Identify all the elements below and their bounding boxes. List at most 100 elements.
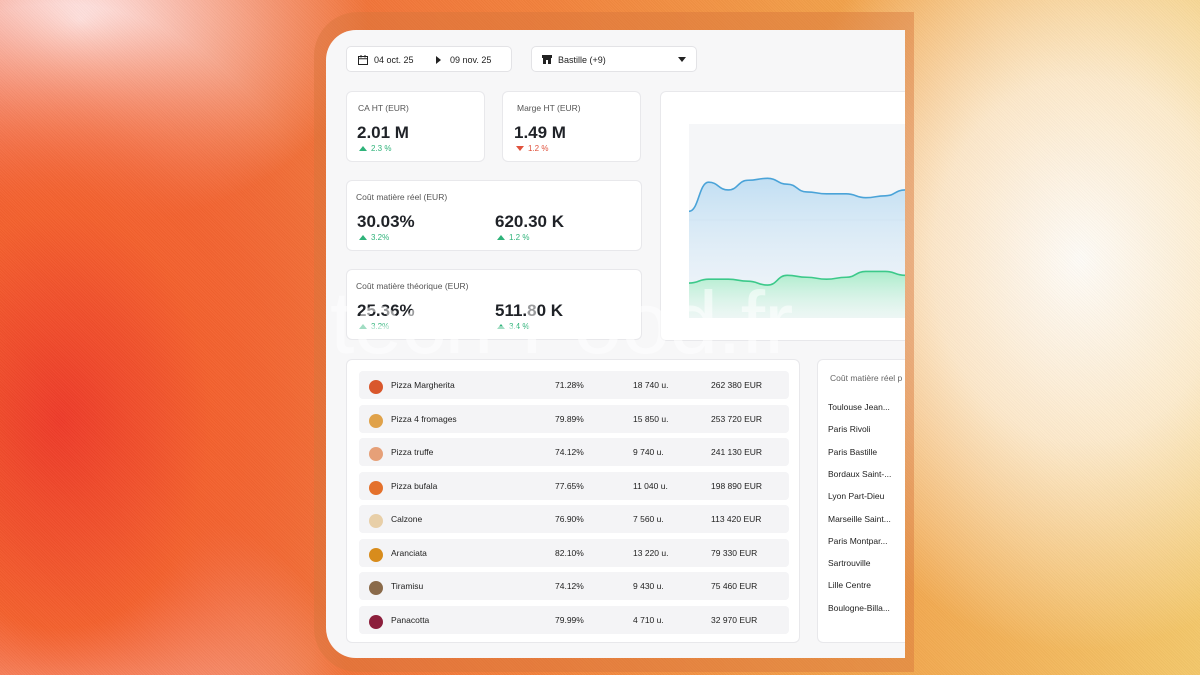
kpi-delta: 1.2 % (516, 144, 548, 153)
product-revenue: 253 720 EUR (711, 413, 763, 424)
product-name: Tiramisu (391, 581, 424, 591)
trend-up-icon (359, 324, 367, 329)
table-row[interactable]: Pizza bufala 77.65% 11 040 u. 198 890 EUR (359, 471, 789, 500)
date-start: 04 oct. 25 (374, 55, 414, 65)
product-pct: 79.99% (555, 614, 584, 625)
trend-chart-card (660, 91, 905, 341)
location-label: Bastille (+9) (558, 55, 606, 65)
site-item[interactable]: Toulouse Jean... (828, 402, 890, 412)
kpi-delta-value: 2.3 % (371, 144, 392, 153)
kpi-value: 2.01 M (357, 123, 409, 142)
product-name: Panacotta (391, 614, 430, 625)
store-icon (542, 55, 552, 64)
trend-up-icon (497, 235, 505, 240)
kpi-card-cout-reel: Coût matière réel (EUR) 30.03% 3.2% 620.… (346, 180, 642, 251)
site-item[interactable]: Paris Bastille (828, 446, 878, 457)
product-thumbnail-icon (369, 614, 383, 629)
trend-up-icon (497, 324, 505, 329)
kpi-delta: 2.3 % (359, 144, 391, 153)
chart-area-series-2 (689, 271, 905, 318)
site-item[interactable]: Lille Centre (828, 580, 871, 591)
chevron-down-icon (678, 57, 686, 62)
table-row[interactable]: Calzone 76.90% 7 560 u. 113 420 EUR (359, 505, 789, 533)
product-table-card: Pizza Margherita 71.28% 18 740 u. 262 380 E… (346, 359, 800, 643)
product-thumbnail-icon (369, 447, 383, 461)
kpi-amount-delta: 3.4 % (497, 322, 529, 331)
product-name: Pizza truffe (391, 447, 434, 457)
date-range-picker[interactable]: 04 oct. 25 09 nov. 25 (346, 46, 512, 72)
product-thumbnail-icon (369, 480, 383, 495)
product-pct: 74.12% (555, 447, 584, 457)
table-row[interactable]: Pizza Margherita 71.28% 18 740 u. 262 380 E… (359, 371, 789, 399)
product-thumbnail-icon (369, 514, 383, 528)
product-name: Pizza 4 fromages (391, 413, 457, 424)
kpi-title: Coût matière théorique (EUR) (356, 281, 469, 291)
product-pct: 71.28% (555, 380, 584, 390)
site-item[interactable]: Paris Rivoli (828, 424, 871, 435)
product-qty: 7 560 u. (633, 514, 664, 524)
product-thumbnail-icon (369, 413, 383, 428)
product-pct: 74.12% (555, 581, 584, 591)
kpi-card-ca: CA HT (EUR) 2.01 M 2.3 % (346, 91, 485, 162)
kpi-delta-value: 3.2% (371, 233, 390, 242)
kpi-amount-value: 511.80 K (495, 301, 564, 320)
product-name: Aranciata (391, 547, 427, 558)
product-name: Pizza Margherita (391, 380, 455, 390)
kpi-delta-value: 1.2 % (509, 233, 530, 242)
table-row[interactable]: Pizza 4 fromages 79.89% 15 850 u. 253 720 E… (359, 404, 789, 433)
site-item[interactable]: Paris Montpar... (828, 535, 888, 546)
product-revenue: 241 130 EUR (711, 447, 763, 457)
product-revenue: 75 460 EUR (711, 581, 758, 591)
product-pct: 79.89% (555, 413, 584, 424)
table-row[interactable]: Tiramisu 74.12% 9 430 u. 75 460 EUR (359, 572, 789, 600)
kpi-pct-delta: 3.2% (359, 233, 389, 242)
product-qty: 11 040 u. (633, 480, 668, 491)
table-row[interactable]: Aranciata 82.10% 13 220 u. 79 330 EUR (359, 538, 789, 567)
product-revenue: 32 970 EUR (711, 614, 758, 625)
product-revenue: 198 890 EUR (711, 480, 763, 491)
kpi-delta-value: 3.2% (371, 322, 390, 331)
product-qty: 9 430 u. (633, 581, 664, 591)
chart-line-series-1 (689, 177, 905, 213)
kpi-card-marge: Marge HT (EUR) 1.49 M 1.2 % (502, 91, 641, 162)
product-revenue: 79 330 EUR (711, 547, 758, 558)
kpi-amount-delta: 1.2 % (497, 233, 529, 242)
kpi-delta-value: 1.2 % (528, 144, 549, 153)
product-pct: 76.90% (555, 514, 584, 524)
product-name: Calzone (391, 514, 423, 524)
product-qty: 4 710 u. (633, 614, 664, 625)
location-select[interactable]: Bastille (+9) (531, 46, 697, 72)
site-item[interactable]: Marseille Saint... (828, 513, 891, 524)
kpi-title: CA HT (EUR) (358, 103, 409, 113)
product-name: Pizza bufala (391, 480, 438, 491)
product-pct: 82.10% (555, 547, 584, 558)
kpi-title: Marge HT (EUR) (517, 103, 581, 113)
trend-up-icon (359, 146, 367, 151)
date-end: 09 nov. 25 (450, 55, 492, 65)
kpi-card-cout-theorique: Coût matière théorique (EUR) 25.36% 3.2%… (346, 269, 642, 340)
table-row[interactable]: Pizza truffe 74.12% 9 740 u. 241 130 EUR (359, 438, 789, 466)
product-qty: 13 220 u. (633, 547, 669, 558)
kpi-value: 1.49 M (514, 123, 566, 142)
trend-chart (689, 124, 905, 318)
sites-panel-title: Coût matière réel p (830, 373, 903, 383)
site-item[interactable]: Lyon Part-Dieu (828, 491, 885, 502)
trend-down-icon (516, 146, 524, 151)
arrow-right-icon (436, 56, 441, 64)
site-item[interactable]: Bordaux Saint-... (828, 468, 892, 479)
product-revenue: 262 380 EUR (711, 380, 763, 390)
dashboard-screen: 04 oct. 25 09 nov. 25 Bastille (+9) CA H… (326, 30, 905, 658)
product-revenue: 113 420 EUR (711, 514, 762, 524)
trend-up-icon (359, 235, 367, 240)
sites-panel: Coût matière réel p Toulouse Jean... Pari… (817, 359, 905, 643)
kpi-delta-value: 3.4 % (509, 322, 530, 331)
product-qty: 18 740 u. (633, 380, 669, 390)
product-qty: 9 740 u. (633, 447, 664, 457)
site-item[interactable]: Boulogne-Billa... (828, 602, 890, 613)
kpi-pct-delta: 3.2% (359, 322, 389, 331)
product-thumbnail-icon (369, 547, 383, 562)
kpi-title: Coût matière réel (EUR) (356, 192, 448, 202)
table-row[interactable]: Panacotta 79.99% 4 710 u. 32 970 EUR (359, 605, 789, 634)
product-pct: 77.65% (555, 480, 584, 491)
site-item[interactable]: Sartrouville (828, 558, 871, 569)
